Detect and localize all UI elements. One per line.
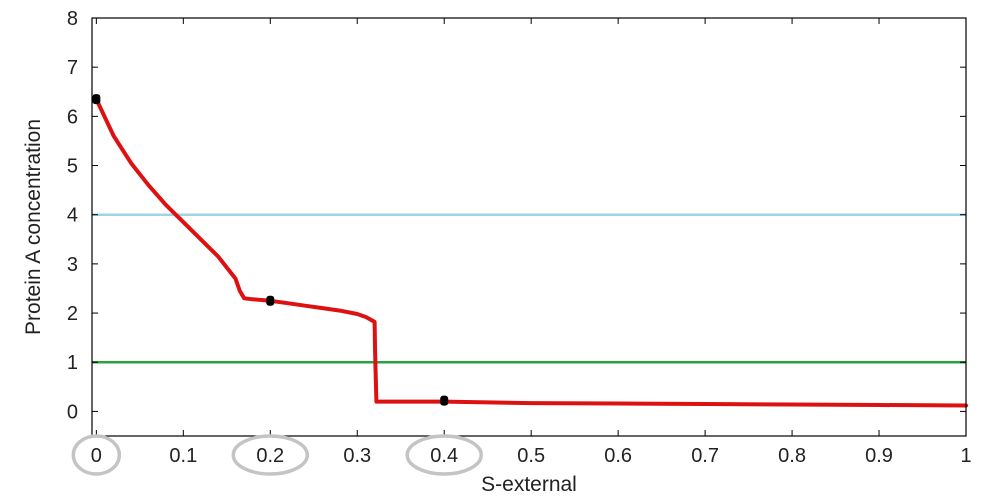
x-tick-label: 0.8 — [778, 445, 806, 467]
x-axis-title: S-external — [481, 473, 577, 496]
y-tick-label: 4 — [67, 205, 78, 227]
y-axis-title: Protein A concentration — [22, 119, 45, 335]
x-tick-label: 0.4 — [430, 445, 458, 467]
x-tick-label: 0.9 — [865, 445, 893, 467]
markers-layer — [92, 94, 449, 406]
x-tick-label: 0.5 — [517, 445, 545, 467]
data-marker-2 — [266, 295, 275, 306]
y-tick-label: 7 — [67, 57, 78, 79]
data-marker-1 — [92, 94, 101, 105]
x-tick-label: 0.7 — [691, 445, 719, 467]
x-tick-labels: 0 0.1 0.2 0.3 0.4 0.5 0.6 0.7 0.8 0.9 1 — [91, 445, 972, 467]
series-line-1 — [94, 97, 968, 408]
reference-lines — [92, 213, 966, 364]
y-tick-label: 8 — [67, 8, 78, 30]
x-tick-label: 0.2 — [256, 445, 284, 467]
ticks-layer — [92, 17, 967, 436]
y-tick-label: 3 — [67, 254, 78, 276]
x-tick-label: 0.1 — [169, 445, 197, 467]
tick-highlight-circle — [405, 434, 483, 476]
data-marker-3 — [440, 395, 449, 406]
y-tick-label: 6 — [67, 106, 78, 128]
series-layer — [94, 97, 968, 408]
x-tick-label: 0 — [91, 445, 102, 467]
y-tick-label: 0 — [67, 401, 78, 423]
tick-highlight-circle — [231, 434, 310, 476]
tick-highlight-circle — [71, 434, 122, 476]
y-tick-label: 1 — [67, 352, 78, 374]
y-tick-label: 5 — [67, 156, 78, 178]
y-tick-label: 2 — [67, 303, 78, 325]
x-tick-label: 0.3 — [343, 445, 371, 467]
x-tick-label: 1 — [960, 445, 971, 467]
x-tick-label: 0.6 — [604, 445, 632, 467]
tick-highlight-circles — [71, 434, 483, 476]
y-tick-labels: 0 1 2 3 4 5 6 7 8 — [67, 8, 78, 423]
plot-frame — [91, 17, 967, 437]
